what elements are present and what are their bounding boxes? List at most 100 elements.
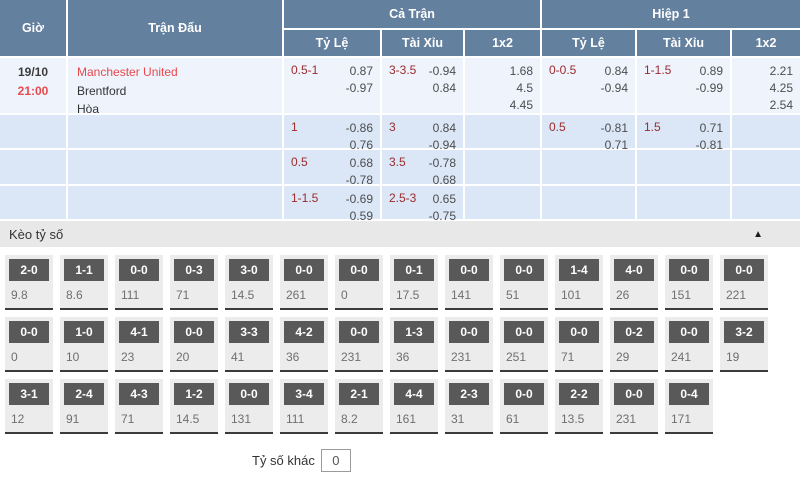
score-odds-cell[interactable]: 3-3 41 [225, 317, 273, 372]
score-odds-cell[interactable]: 4-3 71 [115, 379, 163, 434]
odds-cell-h1-over-under[interactable]: 1.5 0.71 -0.81 [637, 115, 730, 152]
score-box[interactable]: 0-0 [504, 383, 544, 405]
score-odds-value: 12 [11, 412, 25, 426]
score-odds-cell[interactable]: 0-0 231 [335, 317, 383, 372]
score-box[interactable]: 0-0 [449, 259, 489, 281]
score-odds-cell[interactable]: 4-1 23 [115, 317, 163, 372]
score-box[interactable]: 2-1 [339, 383, 379, 405]
collapse-arrow-icon[interactable]: ▲ [753, 228, 763, 240]
score-odds-cell[interactable]: 1-4 101 [555, 255, 603, 310]
score-box[interactable]: 3-1 [9, 383, 49, 405]
score-odds-cell[interactable]: 2-4 91 [60, 379, 108, 434]
score-odds-cell[interactable]: 2-3 31 [445, 379, 493, 434]
odds-cell-ft-over-under[interactable]: 2.5-3 0.65 -0.75 [382, 186, 463, 223]
odds-cell-h1-handicap[interactable]: 0-0.5 0.84 -0.94 [542, 58, 635, 113]
score-odds-cell[interactable]: 0-0 51 [500, 255, 548, 310]
score-box[interactable]: 3-3 [229, 321, 269, 343]
score-odds-cell[interactable]: 0-0 111 [115, 255, 163, 310]
score-box[interactable]: 0-0 [284, 259, 324, 281]
odds-cell-ft-over-under[interactable]: 3 0.84 -0.94 [382, 115, 463, 152]
score-odds-cell[interactable]: 2-0 9.8 [5, 255, 53, 310]
score-box[interactable]: 0-0 [339, 321, 379, 343]
score-odds-cell[interactable]: 4-0 26 [610, 255, 658, 310]
score-box[interactable]: 1-3 [394, 321, 434, 343]
odds-cell-ft-1x2[interactable]: 1.68 4.5 4.45 [465, 58, 540, 113]
score-odds-cell[interactable]: 0-0 241 [665, 317, 713, 372]
score-odds-cell[interactable]: 0-0 71 [555, 317, 603, 372]
score-odds-cell[interactable]: 4-4 161 [390, 379, 438, 434]
odds-cell-ft-handicap[interactable]: 1 -0.86 0.76 [284, 115, 380, 152]
score-odds-cell[interactable]: 0-0 261 [280, 255, 328, 310]
score-odds-cell[interactable]: 0-0 20 [170, 317, 218, 372]
score-odds-cell[interactable]: 1-2 14.5 [170, 379, 218, 434]
score-box[interactable]: 4-3 [119, 383, 159, 405]
score-box[interactable]: 3-0 [229, 259, 269, 281]
score-box[interactable]: 1-0 [64, 321, 104, 343]
odds-cell-ft-over-under[interactable]: 3-3.5 -0.94 0.84 [382, 58, 463, 113]
score-box[interactable]: 3-4 [284, 383, 324, 405]
score-box[interactable]: 0-0 [504, 321, 544, 343]
score-box[interactable]: 2-4 [64, 383, 104, 405]
score-odds-cell[interactable]: 0-0 0 [335, 255, 383, 310]
odds-cell-ft-handicap[interactable]: 0.5-1 0.87 -0.97 [284, 58, 380, 113]
score-box[interactable]: 4-0 [614, 259, 654, 281]
score-box[interactable]: 2-3 [449, 383, 489, 405]
odds-cell-ft-handicap[interactable]: 0.5 0.68 -0.78 [284, 150, 380, 187]
score-odds-cell[interactable]: 3-1 12 [5, 379, 53, 434]
score-box[interactable]: 0-0 [9, 321, 49, 343]
score-odds-value: 36 [286, 350, 300, 364]
other-score-value-box[interactable]: 0 [320, 449, 351, 472]
score-box[interactable]: 1-1 [64, 259, 104, 281]
score-box[interactable]: 1-4 [559, 259, 599, 281]
score-box[interactable]: 4-1 [119, 321, 159, 343]
score-box[interactable]: 0-1 [394, 259, 434, 281]
score-box[interactable]: 4-2 [284, 321, 324, 343]
score-box[interactable]: 0-0 [669, 259, 709, 281]
odds-cell-h1-1x2[interactable]: 2.21 4.25 2.54 [732, 58, 800, 113]
score-box[interactable]: 0-0 [504, 259, 544, 281]
score-box[interactable]: 0-0 [339, 259, 379, 281]
score-box[interactable]: 1-2 [174, 383, 214, 405]
score-box[interactable]: 2-0 [9, 259, 49, 281]
score-odds-cell[interactable]: 0-2 29 [610, 317, 658, 372]
score-odds-cell[interactable]: 0-0 141 [445, 255, 493, 310]
odds-cell-h1-handicap[interactable]: 0.5 -0.81 0.71 [542, 115, 635, 152]
score-odds-cell[interactable]: 2-1 8.2 [335, 379, 383, 434]
score-odds-cell[interactable]: 0-0 221 [720, 255, 768, 310]
score-odds-cell[interactable]: 1-1 8.6 [60, 255, 108, 310]
score-odds-cell[interactable]: 0-1 17.5 [390, 255, 438, 310]
score-odds-cell[interactable]: 3-4 111 [280, 379, 328, 434]
score-odds-cell[interactable]: 0-0 231 [445, 317, 493, 372]
score-odds-cell[interactable]: 2-2 13.5 [555, 379, 603, 434]
score-odds-cell[interactable]: 4-2 36 [280, 317, 328, 372]
score-box[interactable]: 0-3 [174, 259, 214, 281]
score-odds-cell[interactable]: 0-0 61 [500, 379, 548, 434]
score-odds-cell[interactable]: 0-3 71 [170, 255, 218, 310]
score-odds-cell[interactable]: 0-0 151 [665, 255, 713, 310]
score-box[interactable]: 0-0 [449, 321, 489, 343]
score-box[interactable]: 0-0 [174, 321, 214, 343]
score-odds-cell[interactable]: 0-0 131 [225, 379, 273, 434]
score-odds-cell[interactable]: 0-0 251 [500, 317, 548, 372]
score-box[interactable]: 0-0 [724, 259, 764, 281]
odds-cell-ft-over-under[interactable]: 3.5 -0.78 0.68 [382, 150, 463, 187]
score-odds-cell[interactable]: 0-0 231 [610, 379, 658, 434]
score-box[interactable]: 0-0 [119, 259, 159, 281]
score-odds-cell[interactable]: 0-4 171 [665, 379, 713, 434]
score-box[interactable]: 0-0 [669, 321, 709, 343]
score-box[interactable]: 0-4 [669, 383, 709, 405]
score-box[interactable]: 0-0 [559, 321, 599, 343]
score-box[interactable]: 0-0 [229, 383, 269, 405]
score-box[interactable]: 3-2 [724, 321, 764, 343]
score-box[interactable]: 0-0 [614, 383, 654, 405]
odds-cell-ft-handicap[interactable]: 1-1.5 -0.69 0.59 [284, 186, 380, 223]
score-odds-cell[interactable]: 3-2 19 [720, 317, 768, 372]
score-odds-cell[interactable]: 3-0 14.5 [225, 255, 273, 310]
score-box[interactable]: 0-2 [614, 321, 654, 343]
score-odds-cell[interactable]: 0-0 0 [5, 317, 53, 372]
score-box[interactable]: 2-2 [559, 383, 599, 405]
score-odds-cell[interactable]: 1-0 10 [60, 317, 108, 372]
odds-cell-h1-over-under[interactable]: 1-1.5 0.89 -0.99 [637, 58, 730, 113]
score-box[interactable]: 4-4 [394, 383, 434, 405]
score-odds-cell[interactable]: 1-3 36 [390, 317, 438, 372]
